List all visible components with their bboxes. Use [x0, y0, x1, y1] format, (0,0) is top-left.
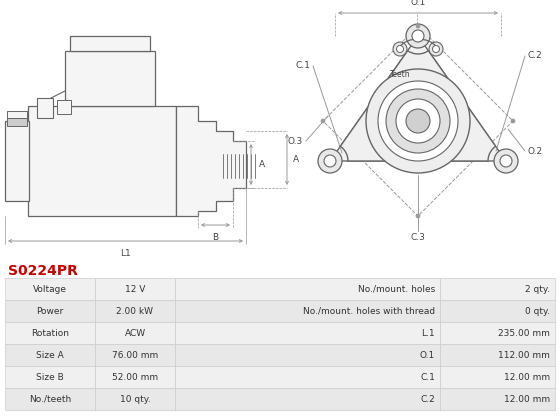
Text: C.2: C.2: [528, 52, 543, 60]
Circle shape: [429, 42, 443, 56]
Circle shape: [396, 45, 404, 52]
Bar: [95, 388, 175, 410]
Circle shape: [406, 109, 430, 133]
Text: 76.00 mm: 76.00 mm: [112, 351, 158, 359]
Text: No./mount. holes with thread: No./mount. holes with thread: [303, 307, 435, 315]
Bar: [5, 366, 95, 388]
Text: 52.00 mm: 52.00 mm: [112, 372, 158, 381]
Text: 12.00 mm: 12.00 mm: [504, 394, 550, 404]
Text: O.1: O.1: [410, 0, 426, 7]
Bar: [440, 322, 555, 344]
Text: C.2: C.2: [420, 394, 435, 404]
Bar: [440, 344, 555, 366]
Bar: [7, 111, 27, 118]
Bar: [440, 366, 555, 388]
Text: No./mount. holes: No./mount. holes: [358, 285, 435, 294]
Text: L.1: L.1: [421, 329, 435, 337]
Circle shape: [416, 214, 420, 218]
Circle shape: [494, 149, 518, 173]
Text: 12.00 mm: 12.00 mm: [504, 372, 550, 381]
Text: C.1: C.1: [420, 372, 435, 381]
Circle shape: [321, 119, 325, 123]
Circle shape: [393, 42, 407, 56]
Bar: [5, 344, 95, 366]
Bar: [5, 278, 95, 300]
Text: 0 qty.: 0 qty.: [525, 307, 550, 315]
Bar: [37, 98, 53, 118]
Text: 10 qty.: 10 qty.: [120, 394, 151, 404]
Text: O.2: O.2: [528, 146, 543, 156]
Bar: [5, 121, 29, 201]
Bar: [28, 106, 176, 216]
Bar: [175, 300, 440, 322]
Text: Power: Power: [36, 307, 64, 315]
Bar: [95, 300, 175, 322]
Bar: [5, 388, 95, 410]
Circle shape: [412, 30, 424, 42]
Bar: [440, 388, 555, 410]
Text: C.1: C.1: [295, 62, 310, 70]
Bar: [95, 366, 175, 388]
Text: Size B: Size B: [36, 372, 64, 381]
Circle shape: [366, 69, 470, 173]
Polygon shape: [176, 106, 246, 216]
Text: B: B: [212, 233, 218, 242]
Bar: [95, 278, 175, 300]
Bar: [440, 278, 555, 300]
Circle shape: [318, 149, 342, 173]
Text: A: A: [259, 160, 265, 169]
Text: Teeth: Teeth: [390, 70, 410, 79]
Text: O.1: O.1: [420, 351, 435, 359]
Text: A: A: [293, 155, 299, 164]
Polygon shape: [330, 36, 506, 161]
Bar: [7, 118, 27, 126]
Circle shape: [406, 24, 430, 48]
Text: 12 V: 12 V: [125, 285, 145, 294]
Bar: [175, 366, 440, 388]
Text: Size A: Size A: [36, 351, 64, 359]
Bar: [57, 100, 71, 114]
Text: O.3: O.3: [288, 136, 303, 146]
Bar: [65, 51, 155, 106]
Bar: [175, 322, 440, 344]
Text: C.3: C.3: [410, 233, 426, 242]
Bar: [95, 322, 175, 344]
Text: L1: L1: [120, 249, 131, 258]
Circle shape: [432, 45, 440, 52]
Bar: [5, 322, 95, 344]
Bar: [175, 278, 440, 300]
Text: No./teeth: No./teeth: [29, 394, 71, 404]
Bar: [175, 344, 440, 366]
Text: 112.00 mm: 112.00 mm: [498, 351, 550, 359]
Text: 2.00 kW: 2.00 kW: [116, 307, 153, 315]
Text: 235.00 mm: 235.00 mm: [498, 329, 550, 337]
Bar: [5, 300, 95, 322]
Bar: [70, 36, 150, 51]
Polygon shape: [340, 51, 496, 161]
Text: ACW: ACW: [124, 329, 146, 337]
Circle shape: [511, 119, 515, 123]
Text: S0224PR: S0224PR: [8, 264, 78, 278]
Text: Rotation: Rotation: [31, 329, 69, 337]
Circle shape: [396, 99, 440, 143]
Circle shape: [500, 155, 512, 167]
Bar: [175, 388, 440, 410]
Text: Voltage: Voltage: [33, 285, 67, 294]
Bar: [95, 344, 175, 366]
Circle shape: [416, 24, 420, 28]
Text: 2 qty.: 2 qty.: [525, 285, 550, 294]
Bar: [440, 300, 555, 322]
Circle shape: [378, 81, 458, 161]
Circle shape: [386, 89, 450, 153]
Circle shape: [324, 155, 336, 167]
